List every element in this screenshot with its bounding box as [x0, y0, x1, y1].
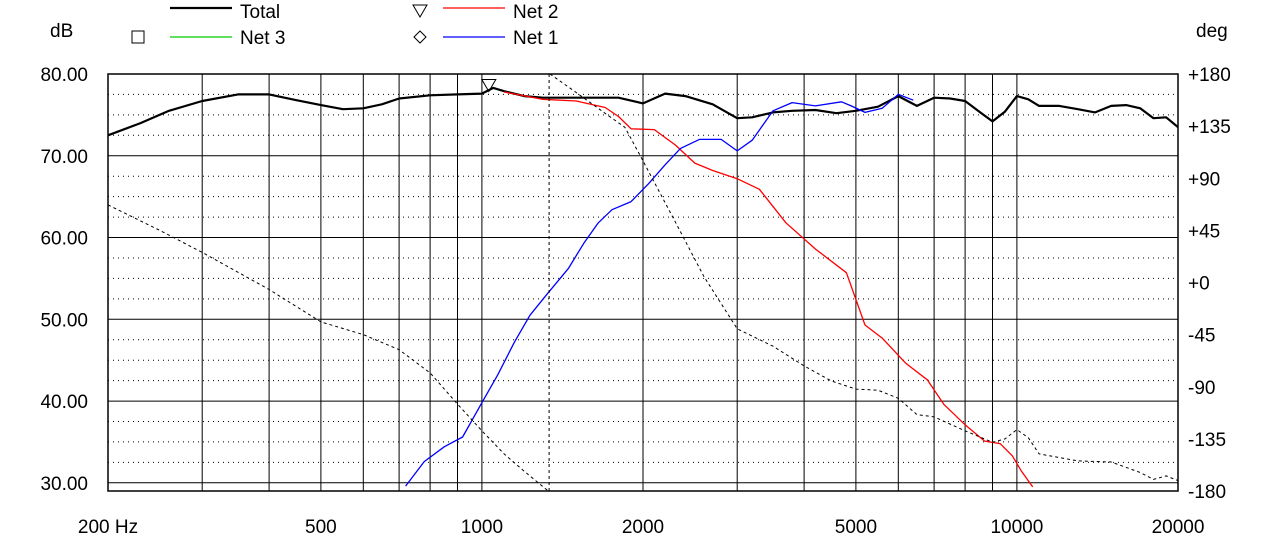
y-right-tick-label: +180 [1188, 65, 1231, 86]
y-left-tick-label: 70.00 [40, 147, 88, 168]
y-left-unit: dB [50, 21, 73, 42]
y-right-tick-label: +90 [1188, 169, 1220, 190]
y-right-tick-label: +45 [1188, 221, 1220, 242]
y-right-unit: deg [1196, 21, 1228, 42]
x-tick-label: 20000 [1152, 517, 1205, 538]
legend-label-total: Total [240, 2, 280, 23]
plot-series [107, 73, 1179, 492]
series-line-0 [107, 86, 1179, 137]
series-line-2 [405, 93, 914, 487]
series-marker-triangle [480, 78, 497, 93]
x-tick-label: 1000 [461, 517, 503, 538]
plot-markers [480, 78, 497, 93]
series-line-1 [503, 91, 1034, 488]
y-left-tick-label: 30.00 [40, 474, 88, 495]
y-left-tick-label: 50.00 [40, 310, 88, 331]
x-axis-ticks: 200 Hz 500 1000 2000 5000 10000 20000 [78, 517, 1205, 538]
x-tick-label: 200 Hz [78, 517, 138, 538]
x-tick-label: 5000 [835, 517, 877, 538]
legend: Total Net 2 Net 3 Net 1 [131, 2, 558, 49]
legend-item-net-2: Net 2 [412, 2, 558, 23]
plot-frame [107, 73, 1179, 492]
square-icon [131, 30, 145, 44]
y-left-tick-label: 80.00 [40, 65, 88, 86]
y-right-tick-label: -90 [1188, 378, 1215, 399]
legend-item-total: Total [170, 2, 280, 23]
y-left-tick-label: 60.00 [40, 229, 88, 250]
y-right-tick-label: +0 [1188, 274, 1210, 295]
x-tick-label: 500 [305, 517, 337, 538]
legend-item-net-3: Net 3 [131, 28, 285, 49]
y-right-axis-ticks: +180 +135 +90 +45 +0 -45 -90 -135 -180 [1188, 65, 1231, 503]
legend-label-net-3: Net 3 [240, 28, 285, 49]
legend-item-net-1: Net 1 [413, 28, 558, 49]
triangle-down-icon [412, 4, 428, 18]
legend-label-net-2: Net 2 [513, 2, 558, 23]
y-left-axis-ticks: 30.00 40.00 50.00 60.00 70.00 80.00 [40, 65, 88, 495]
y-right-tick-label: -135 [1188, 430, 1226, 451]
legend-label-net-1: Net 1 [513, 28, 558, 49]
x-tick-label: 2000 [622, 517, 664, 538]
y-left-tick-label: 40.00 [40, 392, 88, 413]
x-tick-label: 10000 [990, 517, 1043, 538]
y-right-tick-label: -45 [1188, 326, 1215, 347]
diamond-icon [413, 30, 427, 44]
series-line-3 [107, 73, 1179, 492]
y-right-tick-label: -180 [1188, 482, 1226, 503]
grid [107, 73, 1179, 491]
y-right-tick-label: +135 [1188, 117, 1231, 138]
